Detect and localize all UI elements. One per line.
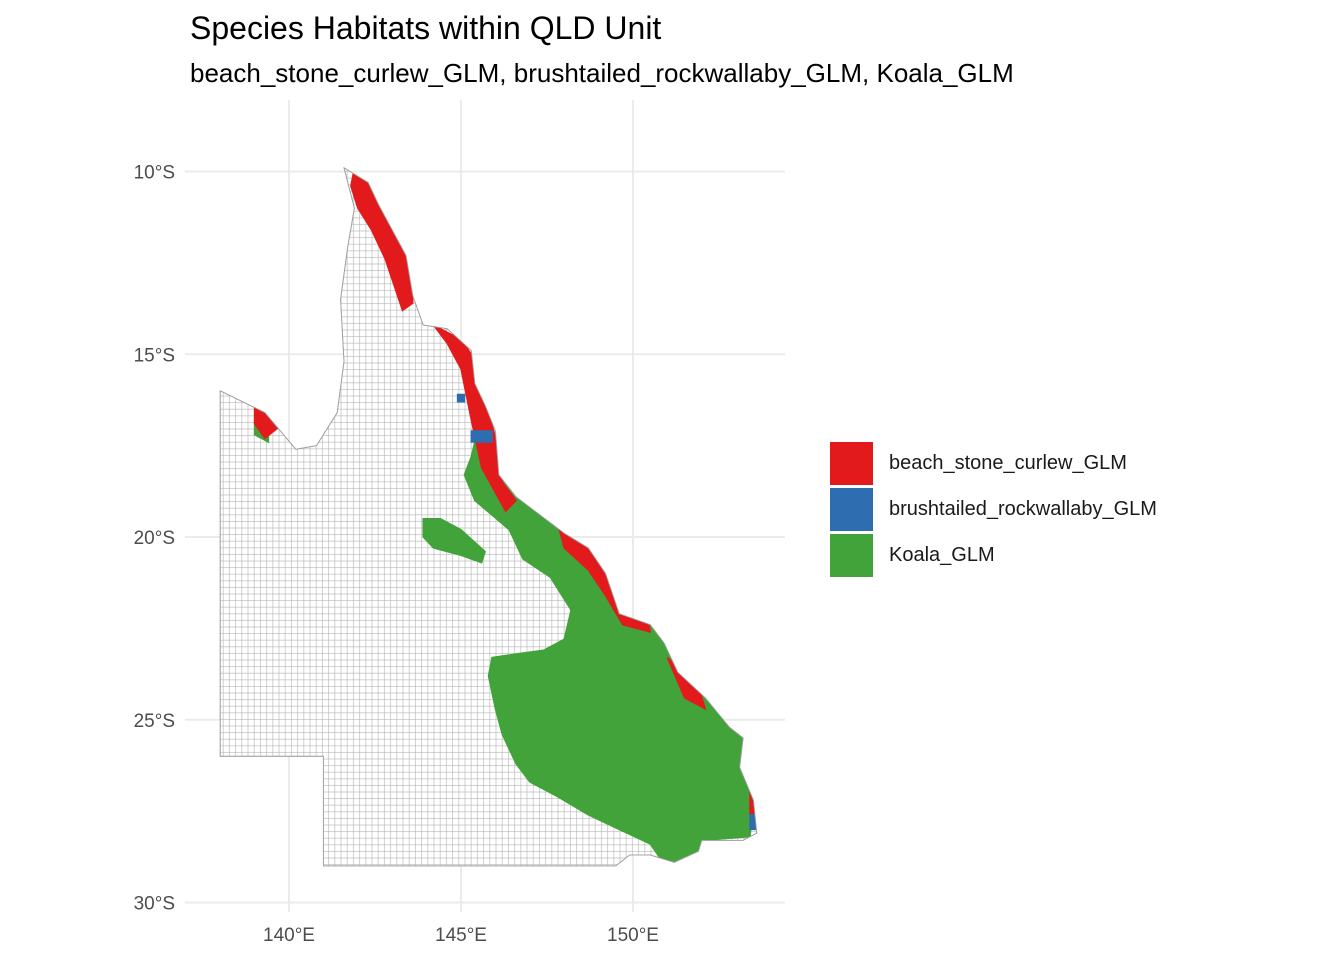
legend-label: brushtailed_rockwallaby_GLM — [889, 497, 1157, 520]
legend-swatch-beach-stone-curlew — [830, 441, 873, 485]
state-map — [219, 166, 758, 867]
legend-item-beach-stone-curlew: beach_stone_curlew_GLM — [830, 440, 1157, 486]
legend-swatch-koala — [830, 533, 873, 577]
y-tick-label: 15°S — [134, 345, 175, 366]
legend-item-brushtailed-rockwallaby: brushtailed_rockwallaby_GLM — [830, 486, 1157, 532]
habitat-region — [367, 167, 414, 173]
habitat-region — [422, 517, 486, 564]
legend-swatch-brushtailed-rockwallaby — [830, 487, 873, 531]
chart-title: Species Habitats within QLD Unit — [190, 10, 662, 46]
y-tick-label: 10°S — [134, 163, 175, 184]
x-tick-label: 145°E — [435, 925, 487, 946]
y-tick-label: 25°S — [134, 711, 175, 732]
legend-label: Koala_GLM — [889, 543, 995, 566]
y-tick-label: 30°S — [134, 894, 175, 915]
y-tick-label: 20°S — [134, 528, 175, 549]
legend-item-koala: Koala_GLM — [830, 532, 1157, 578]
legend: beach_stone_curlew_GLM brushtailed_rockw… — [830, 440, 1157, 578]
habitat-region — [456, 393, 466, 403]
x-tick-label: 150°E — [607, 925, 659, 946]
legend-label: beach_stone_curlew_GLM — [889, 451, 1127, 474]
habitat-region — [470, 430, 493, 443]
chart-subtitle: beach_stone_curlew_GLM, brushtailed_rock… — [190, 58, 1014, 88]
state-outline — [219, 166, 758, 867]
axis-ticks: 10°S 15°S 20°S 25°S 30°S 140°E 145°E 150°E — [134, 163, 659, 947]
x-tick-label: 140°E — [263, 925, 315, 946]
